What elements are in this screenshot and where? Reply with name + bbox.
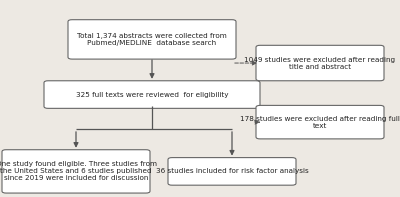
FancyBboxPatch shape (256, 45, 384, 81)
FancyBboxPatch shape (256, 105, 384, 139)
Text: 325 full texts were reviewed  for eligibility: 325 full texts were reviewed for eligibi… (76, 92, 228, 98)
FancyBboxPatch shape (168, 158, 296, 185)
Text: 1049 studies were excluded after reading
title and abstract: 1049 studies were excluded after reading… (244, 57, 396, 70)
Text: 36 studies included for risk factor analysis: 36 studies included for risk factor anal… (156, 168, 308, 174)
FancyBboxPatch shape (68, 20, 236, 59)
FancyBboxPatch shape (44, 81, 260, 108)
Text: Total 1,374 abstracts were collected from
Pubmed/MEDLINE  database search: Total 1,374 abstracts were collected fro… (77, 33, 227, 46)
Text: One study found eligible. Three studies from
the United States and 6 studies pub: One study found eligible. Three studies … (0, 161, 156, 181)
FancyBboxPatch shape (2, 150, 150, 193)
Text: 178 studies were excluded after reading full
text: 178 studies were excluded after reading … (240, 116, 400, 129)
